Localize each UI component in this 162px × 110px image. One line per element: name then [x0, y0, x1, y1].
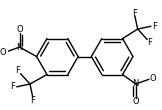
- Text: O: O: [0, 48, 6, 57]
- Text: F: F: [11, 82, 15, 91]
- Text: F: F: [148, 38, 152, 47]
- Text: F: F: [30, 96, 35, 105]
- Text: F: F: [132, 9, 137, 17]
- Text: O: O: [133, 97, 139, 106]
- Text: N: N: [133, 80, 139, 89]
- Text: O: O: [150, 74, 156, 83]
- Text: N: N: [16, 43, 23, 52]
- Text: F: F: [152, 22, 157, 31]
- Text: O: O: [16, 25, 23, 34]
- Text: F: F: [15, 66, 20, 75]
